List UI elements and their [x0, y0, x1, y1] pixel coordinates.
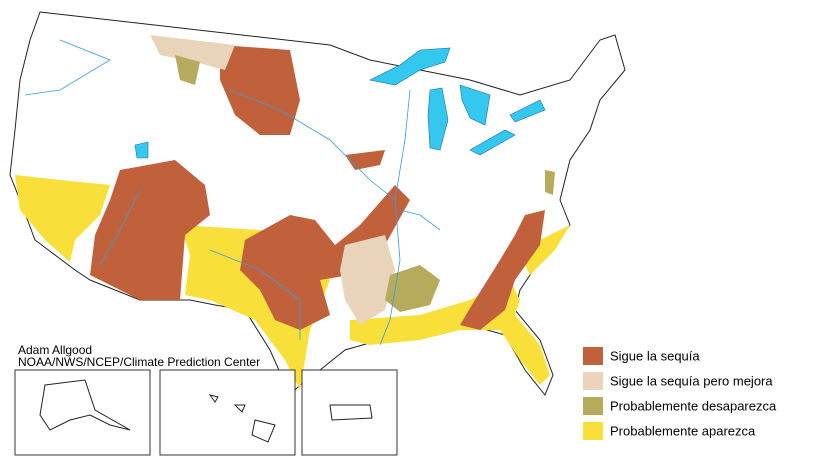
river — [399, 209, 441, 231]
region-persist — [460, 210, 545, 330]
hawaii — [208, 394, 276, 443]
river — [229, 89, 396, 201]
river — [24, 39, 111, 96]
region-disappear — [175, 55, 200, 85]
legend-swatch — [583, 347, 603, 365]
river — [379, 89, 411, 346]
legend-swatch — [583, 397, 603, 415]
region-improve — [340, 235, 395, 325]
legend-label: Probablemente desaparezca — [610, 398, 777, 413]
region-improve — [150, 35, 235, 70]
river — [209, 249, 301, 340]
lake-superior — [369, 47, 451, 86]
great-salt-lake — [134, 141, 149, 159]
drought-regions — [15, 35, 570, 390]
region-persist — [240, 185, 410, 330]
region-persist — [90, 160, 210, 300]
lake-erie — [469, 129, 516, 156]
region-appear — [525, 225, 570, 275]
legend-label: Sigue la sequía — [610, 348, 700, 363]
hawaii-inset — [159, 369, 296, 456]
legend-label: Sigue la sequía pero mejora — [610, 373, 773, 388]
legend-label: Probablemente aparezca — [610, 423, 756, 438]
region-disappear — [545, 170, 555, 195]
legend-swatch — [583, 422, 603, 440]
lake-michigan — [427, 87, 449, 151]
legend: Sigue la sequía Sigue la sequía pero mejo… — [583, 347, 777, 440]
region-disappear — [385, 265, 440, 312]
water — [24, 39, 546, 346]
lake-huron — [459, 84, 491, 126]
region-persist — [220, 45, 300, 135]
region-appear — [15, 175, 110, 262]
legend-swatch — [583, 372, 603, 390]
credit-author: Adam Allgood — [18, 343, 92, 357]
river — [99, 189, 141, 266]
lake-ontario — [509, 99, 546, 123]
alaska — [39, 379, 131, 431]
credit-organization: NOAA/NWS/NCEP/Climate Prediction Center — [18, 355, 260, 369]
puerto-rico — [329, 404, 373, 421]
